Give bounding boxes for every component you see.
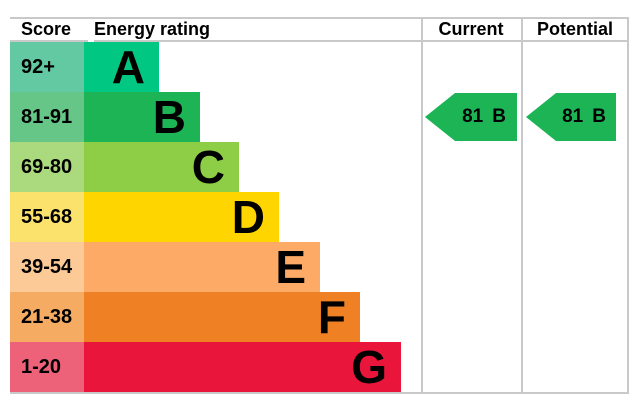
column-header-potential: Potential (536, 19, 613, 39)
header-underline-main (94, 40, 629, 42)
band-row-d: 55-68 D (10, 192, 629, 242)
score-cell-g: 1-20 (10, 342, 84, 392)
score-cell-e: 39-54 (10, 242, 84, 292)
score-cell-d: 55-68 (10, 192, 84, 242)
band-letter-c: C (191, 141, 225, 193)
band-letter-f: F (317, 291, 346, 343)
band-letter-b: B (152, 91, 186, 143)
score-cell-c: 69-80 (10, 142, 84, 192)
column-divider-potential (521, 17, 523, 394)
band-bar-b: B (84, 92, 200, 142)
band-bar-c: C (84, 142, 239, 192)
band-row-a: 92+ A (10, 42, 629, 92)
table-border-top (10, 17, 629, 19)
band-bar-d: D (84, 192, 279, 242)
band-letter-e: E (275, 241, 306, 293)
band-letter-d: D (231, 191, 265, 243)
potential-rating-score: 81 (562, 106, 584, 127)
band-bar-a: A (84, 42, 159, 92)
band-bar-g: G (84, 342, 401, 392)
column-header-current: Current (438, 19, 504, 39)
band-letter-g: G (351, 341, 387, 393)
score-cell-f: 21-38 (10, 292, 84, 342)
epc-table: Score Energy rating Current Potential 92… (10, 17, 629, 394)
column-divider-current (421, 17, 423, 394)
score-cell-b: 81-91 (10, 92, 84, 142)
current-rating-score: 81 (462, 106, 484, 127)
score-cell-a: 92+ (10, 42, 84, 92)
table-border-bottom (10, 392, 629, 394)
column-header-score: Score (21, 19, 72, 39)
band-row-e: 39-54 E (10, 242, 629, 292)
band-row-c: 69-80 C (10, 142, 629, 192)
current-rating-band: B (492, 106, 506, 127)
band-bar-f: F (84, 292, 360, 342)
band-row-b: 81-91 B (10, 92, 629, 142)
band-row-f: 21-38 F (10, 292, 629, 342)
potential-rating-band: B (592, 106, 606, 127)
header-underline-score (10, 40, 88, 42)
table-border-right (627, 17, 629, 394)
column-header-energy-rating: Energy rating (94, 19, 211, 39)
band-bar-e: E (84, 242, 320, 292)
band-row-g: 1-20 G (10, 342, 629, 392)
band-letter-a: A (111, 41, 145, 93)
